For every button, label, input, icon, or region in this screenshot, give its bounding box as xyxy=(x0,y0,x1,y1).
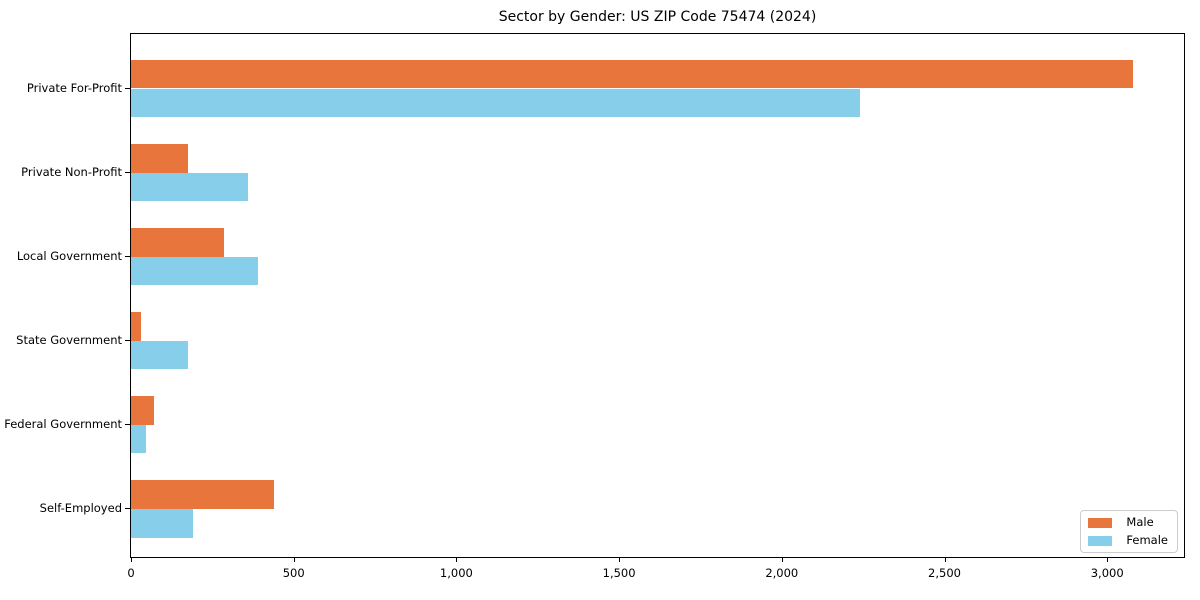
x-axis-tick-label-1-500: 1,500 xyxy=(602,566,636,580)
y-axis-tick-mark xyxy=(125,171,130,173)
y-axis-tick-label-federal-government: Federal Government xyxy=(4,416,122,431)
bar-male-private-for-profit xyxy=(131,59,1134,89)
y-axis-tick-label-local-government: Local Government xyxy=(16,248,122,263)
chart-title: Sector by Gender: US ZIP Code 75474 (202… xyxy=(498,9,817,25)
y-axis-tick-mark xyxy=(125,255,130,257)
bar-female-federal-government xyxy=(131,424,146,454)
x-axis-tick-mark xyxy=(293,558,295,562)
bar-female-state-government xyxy=(131,340,188,370)
x-axis-tick-label-2-500: 2,500 xyxy=(928,566,961,580)
x-axis-tick-mark xyxy=(619,558,621,562)
y-axis-tick-label-state-government: State Government xyxy=(16,332,122,347)
bar-male-federal-government xyxy=(131,396,154,425)
bar-male-self-employed xyxy=(131,480,275,509)
legend-label-female: Female xyxy=(1126,533,1168,547)
legend-item-male: Male xyxy=(1088,516,1168,529)
legend-item-female: Female xyxy=(1088,534,1168,547)
legend-swatch-female-icon xyxy=(1088,535,1113,546)
y-axis-tick-label-private-for-profit: Private For-Profit xyxy=(26,80,122,95)
x-axis-tick-mark xyxy=(944,558,946,562)
y-axis-tick-mark xyxy=(125,339,130,341)
bar-female-private-for-profit xyxy=(131,88,860,118)
bar-female-local-government xyxy=(131,256,258,286)
x-axis-tick-mark xyxy=(781,558,783,562)
y-axis-tick-label-private-non-profit: Private Non-Profit xyxy=(21,164,122,179)
bar-female-private-non-profit xyxy=(131,172,249,202)
x-axis-tick-mark xyxy=(131,558,132,562)
legend-swatch-male-icon xyxy=(1088,517,1113,528)
bar-male-state-government xyxy=(131,312,141,341)
legend: Male Female xyxy=(1080,510,1178,553)
x-axis-tick-label-2-000: 2,000 xyxy=(765,566,799,580)
x-axis-tick-label-1-000: 1,000 xyxy=(439,566,473,580)
x-axis-tick-mark xyxy=(1107,558,1109,562)
y-axis-tick-label-self-employed: Self-Employed xyxy=(39,501,122,515)
plot-area: Male Female xyxy=(130,33,1185,558)
x-axis-tick-label-3-000: 3,000 xyxy=(1090,566,1124,580)
y-axis-tick-mark xyxy=(125,87,130,89)
x-axis-tick-label-500: 500 xyxy=(282,566,305,580)
y-axis-tick-mark xyxy=(125,508,130,509)
legend-label-male: Male xyxy=(1126,515,1154,529)
bar-female-self-employed xyxy=(131,509,193,538)
y-axis-tick-mark xyxy=(125,423,130,425)
bar-male-private-non-profit xyxy=(131,144,188,173)
x-axis-tick-mark xyxy=(456,558,458,562)
bar-male-local-government xyxy=(131,228,224,257)
x-axis-tick-label-0: 0 xyxy=(127,566,135,580)
